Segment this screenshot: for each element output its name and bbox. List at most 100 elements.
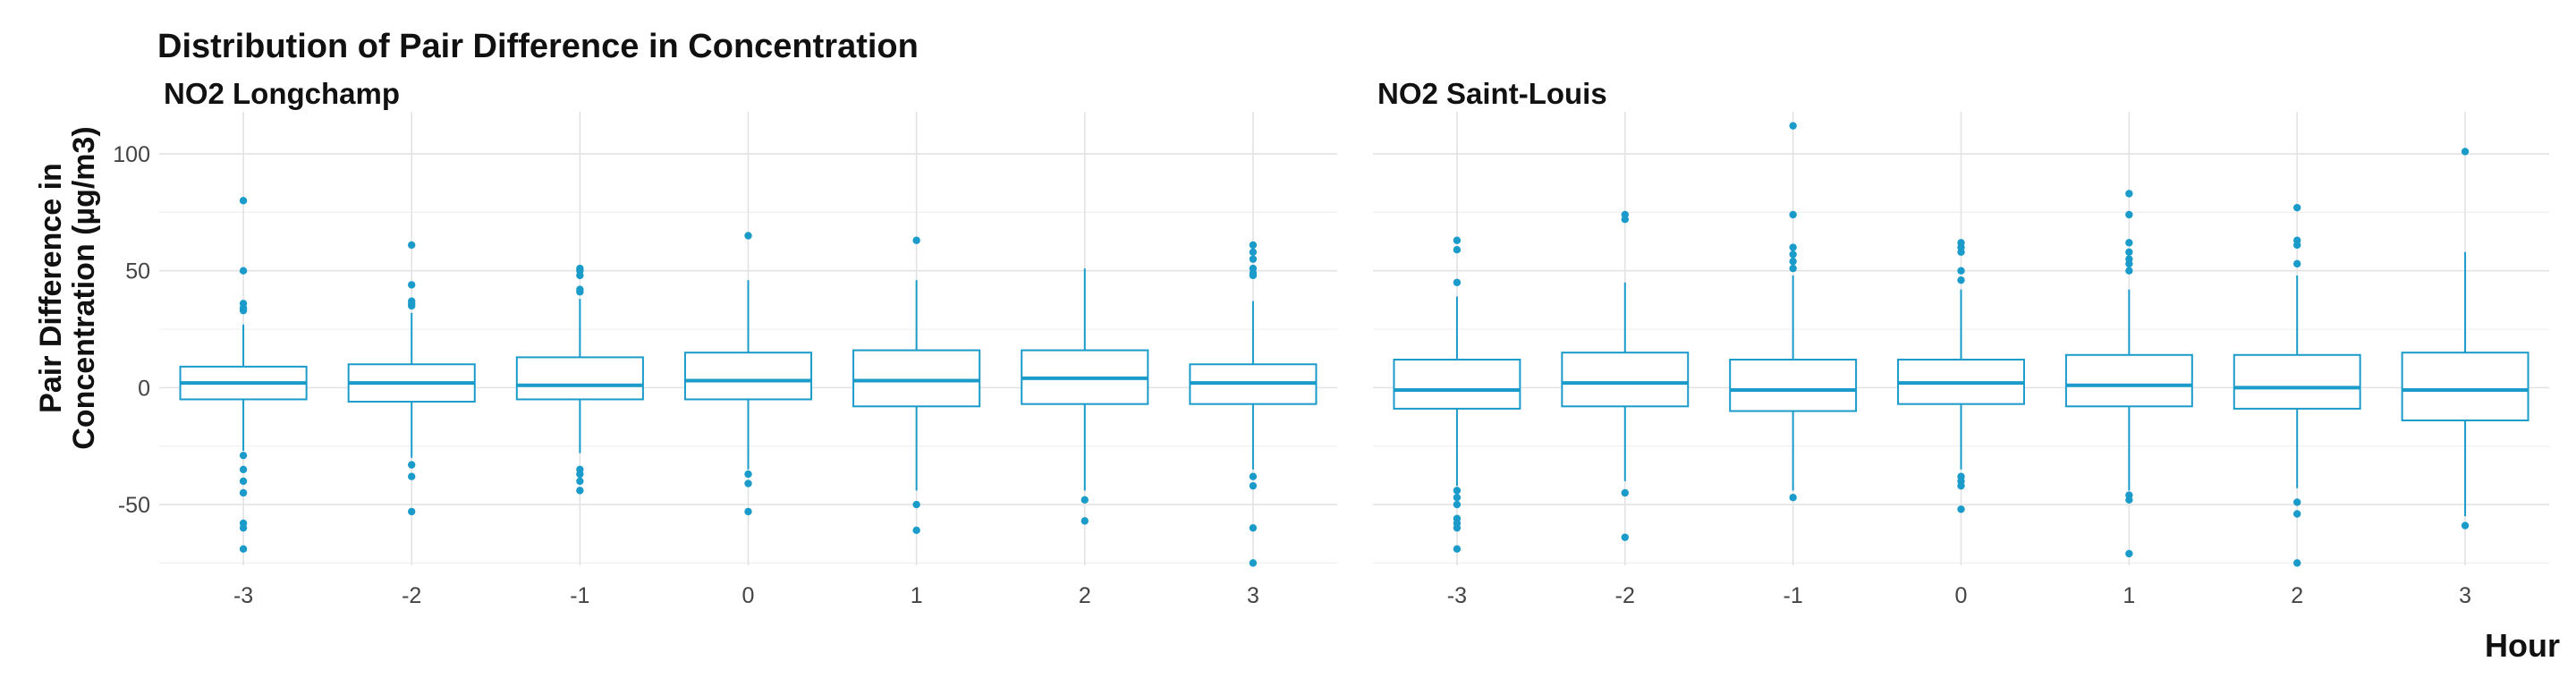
- outlier-point: [2125, 210, 2133, 219]
- chart-title: Distribution of Pair Difference in Conce…: [157, 28, 919, 65]
- outlier-point: [576, 487, 584, 495]
- outlier-point: [2293, 259, 2301, 268]
- outlier-point: [576, 271, 584, 280]
- outlier-point: [576, 288, 584, 296]
- outlier-point: [2293, 203, 2301, 212]
- x-tick-label: -2: [402, 583, 421, 608]
- box-body: [1729, 359, 1858, 412]
- outlier-point: [1957, 276, 1965, 284]
- outlier-point: [912, 500, 920, 509]
- outlier-point: [408, 461, 416, 469]
- outlier-point: [1249, 481, 1258, 490]
- box-1-3: [1897, 239, 2025, 513]
- box-body: [1393, 359, 1521, 410]
- outlier-point: [2125, 239, 2133, 247]
- box-0-5: [1021, 268, 1149, 525]
- outlier-point: [1789, 210, 1797, 219]
- outlier-point: [1453, 500, 1462, 509]
- outlier-point: [1789, 494, 1797, 502]
- outlier-point: [408, 281, 416, 289]
- x-axis-title: Hour: [2485, 627, 2560, 664]
- panel-0: NO2 Longchamp -50 0 50 100 -3 -2 -1 0 1 2 3: [113, 77, 1337, 608]
- y-tick-label: 0: [138, 376, 150, 401]
- box-0-1: [347, 241, 476, 516]
- box-body: [2401, 352, 2529, 421]
- outlier-point: [408, 241, 416, 250]
- outlier-point: [1453, 487, 1462, 495]
- outlier-point: [239, 477, 248, 486]
- x-tick-label: -1: [570, 583, 589, 608]
- outlier-point: [912, 236, 920, 244]
- outlier-point: [1789, 264, 1797, 273]
- outlier-point: [1621, 533, 1629, 541]
- outlier-point: [2461, 148, 2470, 156]
- box-body: [2064, 353, 2193, 408]
- outlier-point: [576, 470, 584, 479]
- outlier-point: [239, 465, 248, 474]
- outlier-point: [1957, 505, 1965, 513]
- x-tick-label: -2: [1615, 583, 1635, 608]
- outlier-point: [1249, 255, 1258, 263]
- outlier-point: [1249, 241, 1258, 250]
- box-body: [2233, 353, 2361, 410]
- box-body: [1561, 352, 1690, 408]
- x-tick-label: 0: [742, 583, 755, 608]
- outlier-point: [1453, 523, 1462, 532]
- outlier-point: [1789, 250, 1797, 259]
- outlier-point: [1621, 488, 1629, 497]
- outlier-point: [744, 232, 752, 240]
- outlier-point: [1453, 278, 1462, 286]
- x-tick-label: -3: [1447, 583, 1467, 608]
- outlier-point: [1453, 545, 1462, 553]
- outlier-point: [1789, 258, 1797, 266]
- outlier-point: [2125, 549, 2133, 558]
- outlier-point: [408, 301, 416, 310]
- outlier-point: [2125, 248, 2133, 257]
- outlier-point: [1621, 216, 1629, 224]
- x-tick-label: 2: [2291, 583, 2303, 608]
- facet-title-1: NO2 Saint-Louis: [1377, 77, 1607, 110]
- box-0-6: [1189, 241, 1318, 567]
- outlier-point: [2125, 267, 2133, 275]
- outlier-point: [239, 523, 248, 532]
- x-tick-label: 3: [2459, 583, 2471, 608]
- outlier-point: [744, 470, 752, 479]
- outlier-point: [2125, 190, 2133, 198]
- outlier-point: [239, 545, 248, 553]
- x-tick-label: 3: [1247, 583, 1259, 608]
- x-tick-label: -3: [233, 583, 253, 608]
- x-tick-label: 1: [2123, 583, 2135, 608]
- outlier-point: [1453, 236, 1462, 244]
- outlier-point: [1249, 523, 1258, 532]
- panel-1: NO2 Saint-Louis -3 -2 -1 0 1 2 3: [1373, 77, 2549, 608]
- outlier-point: [744, 479, 752, 488]
- outlier-point: [1453, 494, 1462, 502]
- outlier-point: [1249, 472, 1258, 480]
- box-1-2: [1729, 122, 1858, 502]
- x-tick-label: 0: [1955, 583, 1968, 608]
- outlier-point: [239, 488, 248, 497]
- outlier-point: [2125, 259, 2133, 268]
- outlier-point: [1957, 267, 1965, 275]
- outlier-point: [1080, 517, 1089, 525]
- outlier-point: [1789, 243, 1797, 251]
- outlier-point: [1249, 248, 1258, 257]
- box-body: [515, 356, 644, 401]
- outlier-point: [239, 197, 248, 205]
- outlier-point: [1453, 245, 1462, 254]
- outlier-point: [1080, 496, 1089, 505]
- box-1-6: [2401, 148, 2529, 530]
- box-body: [852, 349, 981, 408]
- outlier-point: [2293, 559, 2301, 567]
- outlier-point: [744, 507, 752, 516]
- x-tick-label: -1: [1784, 583, 1803, 608]
- outlier-point: [1957, 248, 1965, 257]
- box-1-0: [1393, 236, 1521, 553]
- outlier-point: [1249, 271, 1258, 280]
- x-tick-label: 1: [911, 583, 923, 608]
- outlier-point: [239, 451, 248, 460]
- box-0-0: [179, 197, 308, 553]
- outlier-point: [408, 507, 416, 516]
